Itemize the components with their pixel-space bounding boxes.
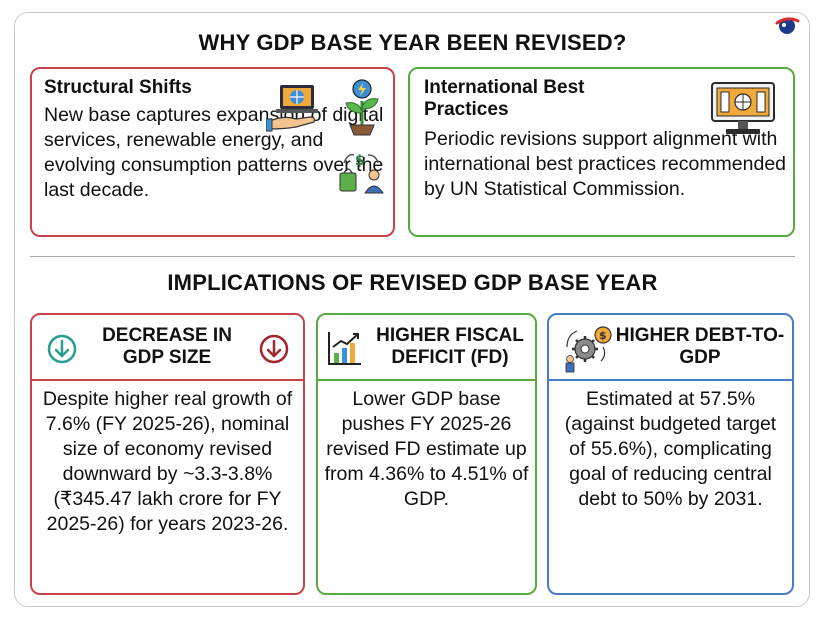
- teal-down-arrow-icon: [47, 334, 77, 364]
- gear-dollar-person-icon: $: [565, 326, 612, 373]
- decrease-gdp-size-text: Despite higher real growth of 7.6% (FY 2…: [42, 388, 293, 535]
- red-down-arrow-icon: [259, 334, 289, 364]
- higher-debt-to-gdp-box: $ HIGHER DEBT-TO-GDP Estimated at 57.5% …: [547, 313, 794, 595]
- higher-fiscal-deficit-header: HIGHER FISCAL DEFICIT (FD): [318, 315, 535, 381]
- higher-fiscal-deficit-box: HIGHER FISCAL DEFICIT (FD) Lower GDP bas…: [316, 313, 537, 595]
- structural-shifts-text: New base captures expansion of digital s…: [44, 104, 384, 201]
- computer-monitor-icon: [711, 82, 775, 134]
- brand-logo-icon: [775, 17, 800, 34]
- higher-debt-to-gdp-text: Estimated at 57.5% (against budgeted tar…: [564, 388, 777, 510]
- growth-chart-icon: [328, 332, 361, 365]
- structural-shifts-card: Structural Shifts New base captures expa…: [30, 67, 395, 237]
- section-heading-implications: IMPLICATIONS OF REVISED GDP BASE YEAR: [167, 270, 658, 295]
- higher-debt-to-gdp-title: HIGHER DEBT-TO-GDP: [615, 325, 785, 368]
- page-frame: [14, 12, 810, 607]
- international-best-practices-text: Periodic revisions support alignment wit…: [424, 128, 787, 200]
- higher-fiscal-deficit-text: Lower GDP base pushes FY 2025-26 revised…: [324, 388, 529, 510]
- higher-fiscal-deficit-title: HIGHER FISCAL DEFICIT (FD): [376, 325, 524, 368]
- international-best-practices-card: International Best Practices Periodic re…: [408, 67, 795, 237]
- section-heading-why: WHY GDP BASE YEAR BEEN REVISED?: [198, 30, 627, 55]
- international-best-practices-title: International Best Practices: [424, 77, 585, 120]
- renewable-plant-icon: [345, 79, 379, 136]
- structural-shifts-title: Structural Shifts: [44, 77, 192, 98]
- consumption-exchange-icon: $: [339, 153, 384, 194]
- digital-services-hand-icon: [266, 85, 318, 132]
- decrease-gdp-size-header: DECREASE IN GDP SIZE: [32, 315, 303, 381]
- svg-text:$: $: [355, 153, 365, 169]
- higher-debt-to-gdp-header: $ HIGHER DEBT-TO-GDP: [549, 315, 792, 381]
- svg-text:$: $: [599, 329, 607, 342]
- section-divider: [30, 256, 795, 257]
- decrease-gdp-size-box: DECREASE IN GDP SIZE Despite higher real…: [30, 313, 305, 595]
- decrease-gdp-size-title: DECREASE IN GDP SIZE: [102, 325, 232, 368]
